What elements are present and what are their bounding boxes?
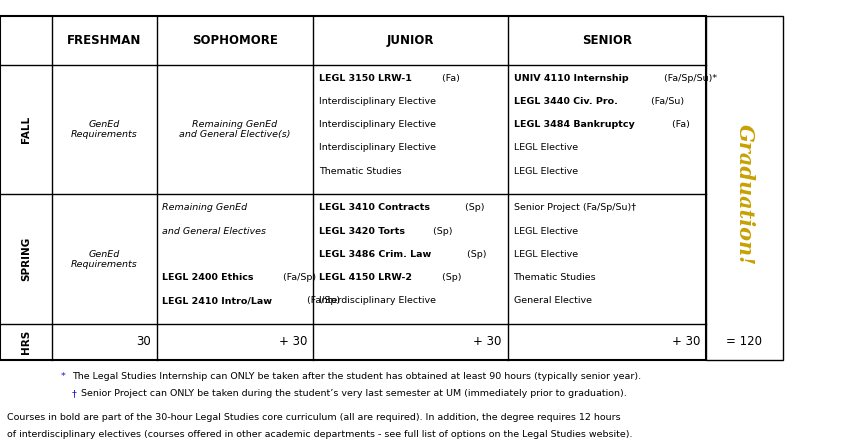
Text: LEGL Elective: LEGL Elective xyxy=(514,250,578,259)
Text: LEGL 3486 Crim. Law: LEGL 3486 Crim. Law xyxy=(319,250,431,259)
Text: Interdisciplinary Elective: Interdisciplinary Elective xyxy=(319,296,436,305)
Text: GenEd
Requirements: GenEd Requirements xyxy=(71,249,138,269)
Text: 30: 30 xyxy=(136,335,151,349)
Text: and General Electives: and General Electives xyxy=(162,227,266,236)
Text: (Fa): (Fa) xyxy=(669,120,690,129)
Text: Thematic Studies: Thematic Studies xyxy=(514,273,596,282)
Text: LEGL 2410 Intro/Law: LEGL 2410 Intro/Law xyxy=(162,296,272,305)
Text: Interdisciplinary Elective: Interdisciplinary Elective xyxy=(319,143,436,152)
Text: Senior Project (Fa/Sp/Su)†: Senior Project (Fa/Sp/Su)† xyxy=(514,203,635,212)
Text: LEGL Elective: LEGL Elective xyxy=(514,227,578,236)
Text: LEGL 3440 Civ. Pro.: LEGL 3440 Civ. Pro. xyxy=(514,97,618,106)
Text: JUNIOR: JUNIOR xyxy=(387,34,434,47)
Text: LEGL 3420 Torts: LEGL 3420 Torts xyxy=(319,227,405,236)
Text: GenEd
Requirements: GenEd Requirements xyxy=(71,120,138,139)
Text: *: * xyxy=(61,372,69,381)
Text: (Sp): (Sp) xyxy=(462,203,485,212)
FancyBboxPatch shape xyxy=(706,16,783,360)
Text: + 30: + 30 xyxy=(672,335,700,349)
Text: (Sp): (Sp) xyxy=(464,250,486,259)
Text: †: † xyxy=(72,389,80,398)
Text: Senior Project can ONLY be taken during the student’s very last semester at UM (: Senior Project can ONLY be taken during … xyxy=(81,389,627,398)
Text: (Fa): (Fa) xyxy=(439,74,459,83)
Text: Remaining GenEd
and General Elective(s): Remaining GenEd and General Elective(s) xyxy=(179,120,290,139)
Text: UNIV 4110 Internship: UNIV 4110 Internship xyxy=(514,74,628,83)
Text: LEGL Elective: LEGL Elective xyxy=(514,143,578,152)
Text: FRESHMAN: FRESHMAN xyxy=(68,34,141,47)
FancyBboxPatch shape xyxy=(0,16,706,360)
Text: HRS: HRS xyxy=(21,330,31,354)
Text: (Fa/Sp): (Fa/Sp) xyxy=(305,296,340,305)
Text: (Sp): (Sp) xyxy=(439,273,461,282)
Text: LEGL 2400 Ethics: LEGL 2400 Ethics xyxy=(162,273,254,282)
Text: LEGL 3484 Bankruptcy: LEGL 3484 Bankruptcy xyxy=(514,120,634,129)
Text: LEGL 3410 Contracts: LEGL 3410 Contracts xyxy=(319,203,430,212)
Text: SPRING: SPRING xyxy=(21,237,31,281)
Text: (Sp): (Sp) xyxy=(430,227,453,236)
Text: (Fa/Sp): (Fa/Sp) xyxy=(281,273,316,282)
Text: LEGL 3150 LRW-1: LEGL 3150 LRW-1 xyxy=(319,74,412,83)
Text: LEGL 4150 LRW-2: LEGL 4150 LRW-2 xyxy=(319,273,412,282)
Text: SOPHOMORE: SOPHOMORE xyxy=(192,34,277,47)
Text: = 120: = 120 xyxy=(727,335,762,349)
Text: (Fa/Sp/Su)*: (Fa/Sp/Su)* xyxy=(662,74,717,83)
Text: LEGL Elective: LEGL Elective xyxy=(514,167,578,176)
Text: Graduation!: Graduation! xyxy=(734,124,755,265)
Text: SENIOR: SENIOR xyxy=(582,34,632,47)
Text: General Elective: General Elective xyxy=(514,296,591,305)
Text: FALL: FALL xyxy=(21,116,31,143)
Text: of interdisciplinary electives (courses offered in other academic departments - : of interdisciplinary electives (courses … xyxy=(7,430,632,439)
Text: Courses in bold are part of the 30-hour Legal Studies core curriculum (all are r: Courses in bold are part of the 30-hour … xyxy=(7,413,620,422)
Text: Interdisciplinary Elective: Interdisciplinary Elective xyxy=(319,120,436,129)
Text: Remaining GenEd: Remaining GenEd xyxy=(162,203,248,212)
Text: Interdisciplinary Elective: Interdisciplinary Elective xyxy=(319,97,436,106)
Text: (Fa/Su): (Fa/Su) xyxy=(647,97,684,106)
Text: + 30: + 30 xyxy=(278,335,307,349)
Text: The Legal Studies Internship can ONLY be taken after the student has obtained at: The Legal Studies Internship can ONLY be… xyxy=(72,372,641,381)
Text: + 30: + 30 xyxy=(473,335,502,349)
Text: Thematic Studies: Thematic Studies xyxy=(319,167,402,176)
